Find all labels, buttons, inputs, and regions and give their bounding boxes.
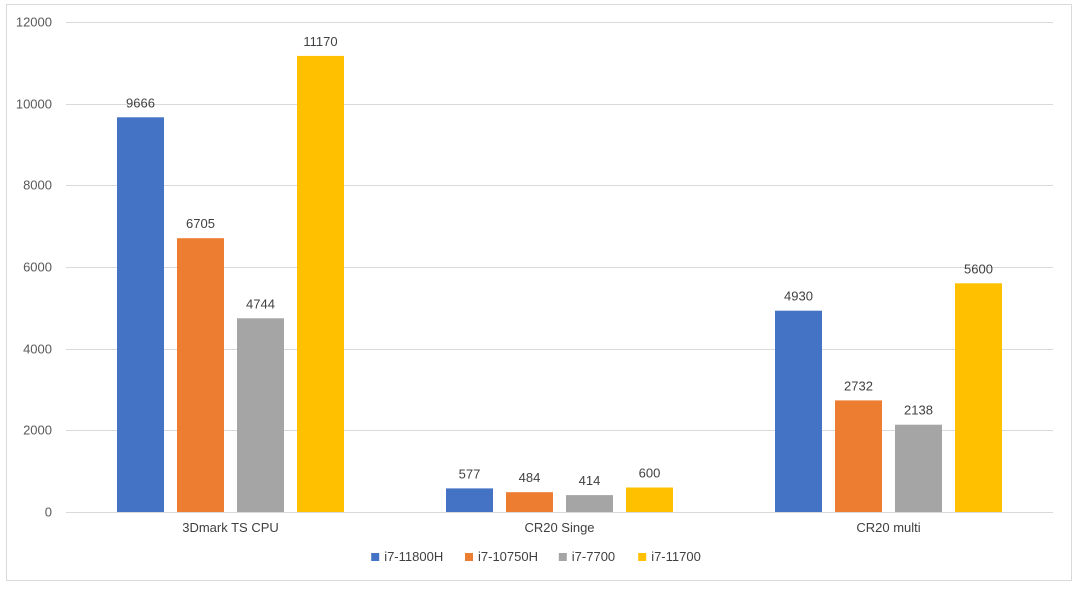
grid-layer [66, 22, 1053, 513]
legend-item: i7-7700 [558, 549, 615, 564]
y-tick-label-10000: 10000 [16, 97, 52, 112]
category-label: 3Dmark TS CPU [182, 520, 279, 535]
bar-layer [117, 55, 1002, 513]
data-label: 2732 [844, 378, 873, 393]
category-label: CR20 Singe [524, 520, 594, 535]
data-label: 11170 [303, 34, 337, 49]
data-label: 2138 [904, 403, 933, 418]
bar-i7-11700-CR20-Singe [626, 487, 673, 512]
y-tick-label-12000: 12000 [16, 15, 52, 30]
legend-item: i7-11800H [371, 549, 443, 564]
y-tick-label-0: 0 [45, 505, 52, 520]
y-tick-label-4000: 4000 [23, 342, 52, 357]
data-label: 4930 [784, 289, 813, 304]
legend-swatch [465, 553, 473, 561]
category-label: CR20 multi [856, 520, 920, 535]
data-label: 577 [459, 466, 481, 481]
axis-layer: 0 2000 4000 6000 8000 10000 12000 3Dmark TS CPU… [16, 15, 921, 536]
legend-label: i7-10750H [478, 549, 538, 564]
bar-i7-11800H-CR20-multi [775, 310, 822, 512]
data-label: 6705 [186, 216, 215, 231]
bar-i7-7700-3Dmark-TS-CPU [237, 318, 284, 512]
legend-swatch [558, 553, 567, 561]
legend: i7-11800H i7-10750H i7-7700 i7-11700 [371, 549, 701, 564]
legend-swatch [371, 553, 380, 561]
data-label: 600 [639, 466, 661, 481]
legend-label: i7-7700 [572, 549, 615, 564]
bar-i7-11700-3Dmark-TS-CPU [297, 55, 344, 513]
y-tick-label-6000: 6000 [23, 260, 52, 275]
legend-label: i7-11800H [384, 549, 443, 564]
label-layer: 9666 6705 4744 11170 577 484 414 600 4930 2732 213… [126, 34, 993, 488]
y-tick-label-2000: 2000 [23, 423, 52, 438]
data-label: 414 [579, 473, 601, 488]
bar-i7-10750H-3Dmark-TS-CPU [177, 238, 224, 512]
bar-i7-10750H-CR20-multi [835, 400, 882, 512]
data-label: 5600 [964, 261, 993, 276]
bar-i7-11700-CR20-multi [955, 283, 1002, 512]
bar-i7-7700-CR20-Singe [566, 495, 613, 512]
y-tick-label-8000: 8000 [23, 178, 52, 193]
bar-i7-11800H-CR20-Singe [446, 488, 493, 512]
legend-item: i7-11700 [638, 549, 701, 564]
data-label: 484 [519, 470, 541, 485]
legend-item: i7-10750H [465, 549, 538, 564]
legend-label: i7-11700 [651, 549, 701, 564]
bar-i7-10750H-CR20-Singe [506, 492, 553, 512]
data-label: 9666 [126, 95, 155, 110]
bar-i7-7700-CR20-multi [895, 424, 942, 512]
legend-swatch [638, 553, 647, 561]
bar-i7-11800H-3Dmark-TS-CPU [117, 117, 164, 513]
data-label: 4744 [246, 296, 275, 311]
